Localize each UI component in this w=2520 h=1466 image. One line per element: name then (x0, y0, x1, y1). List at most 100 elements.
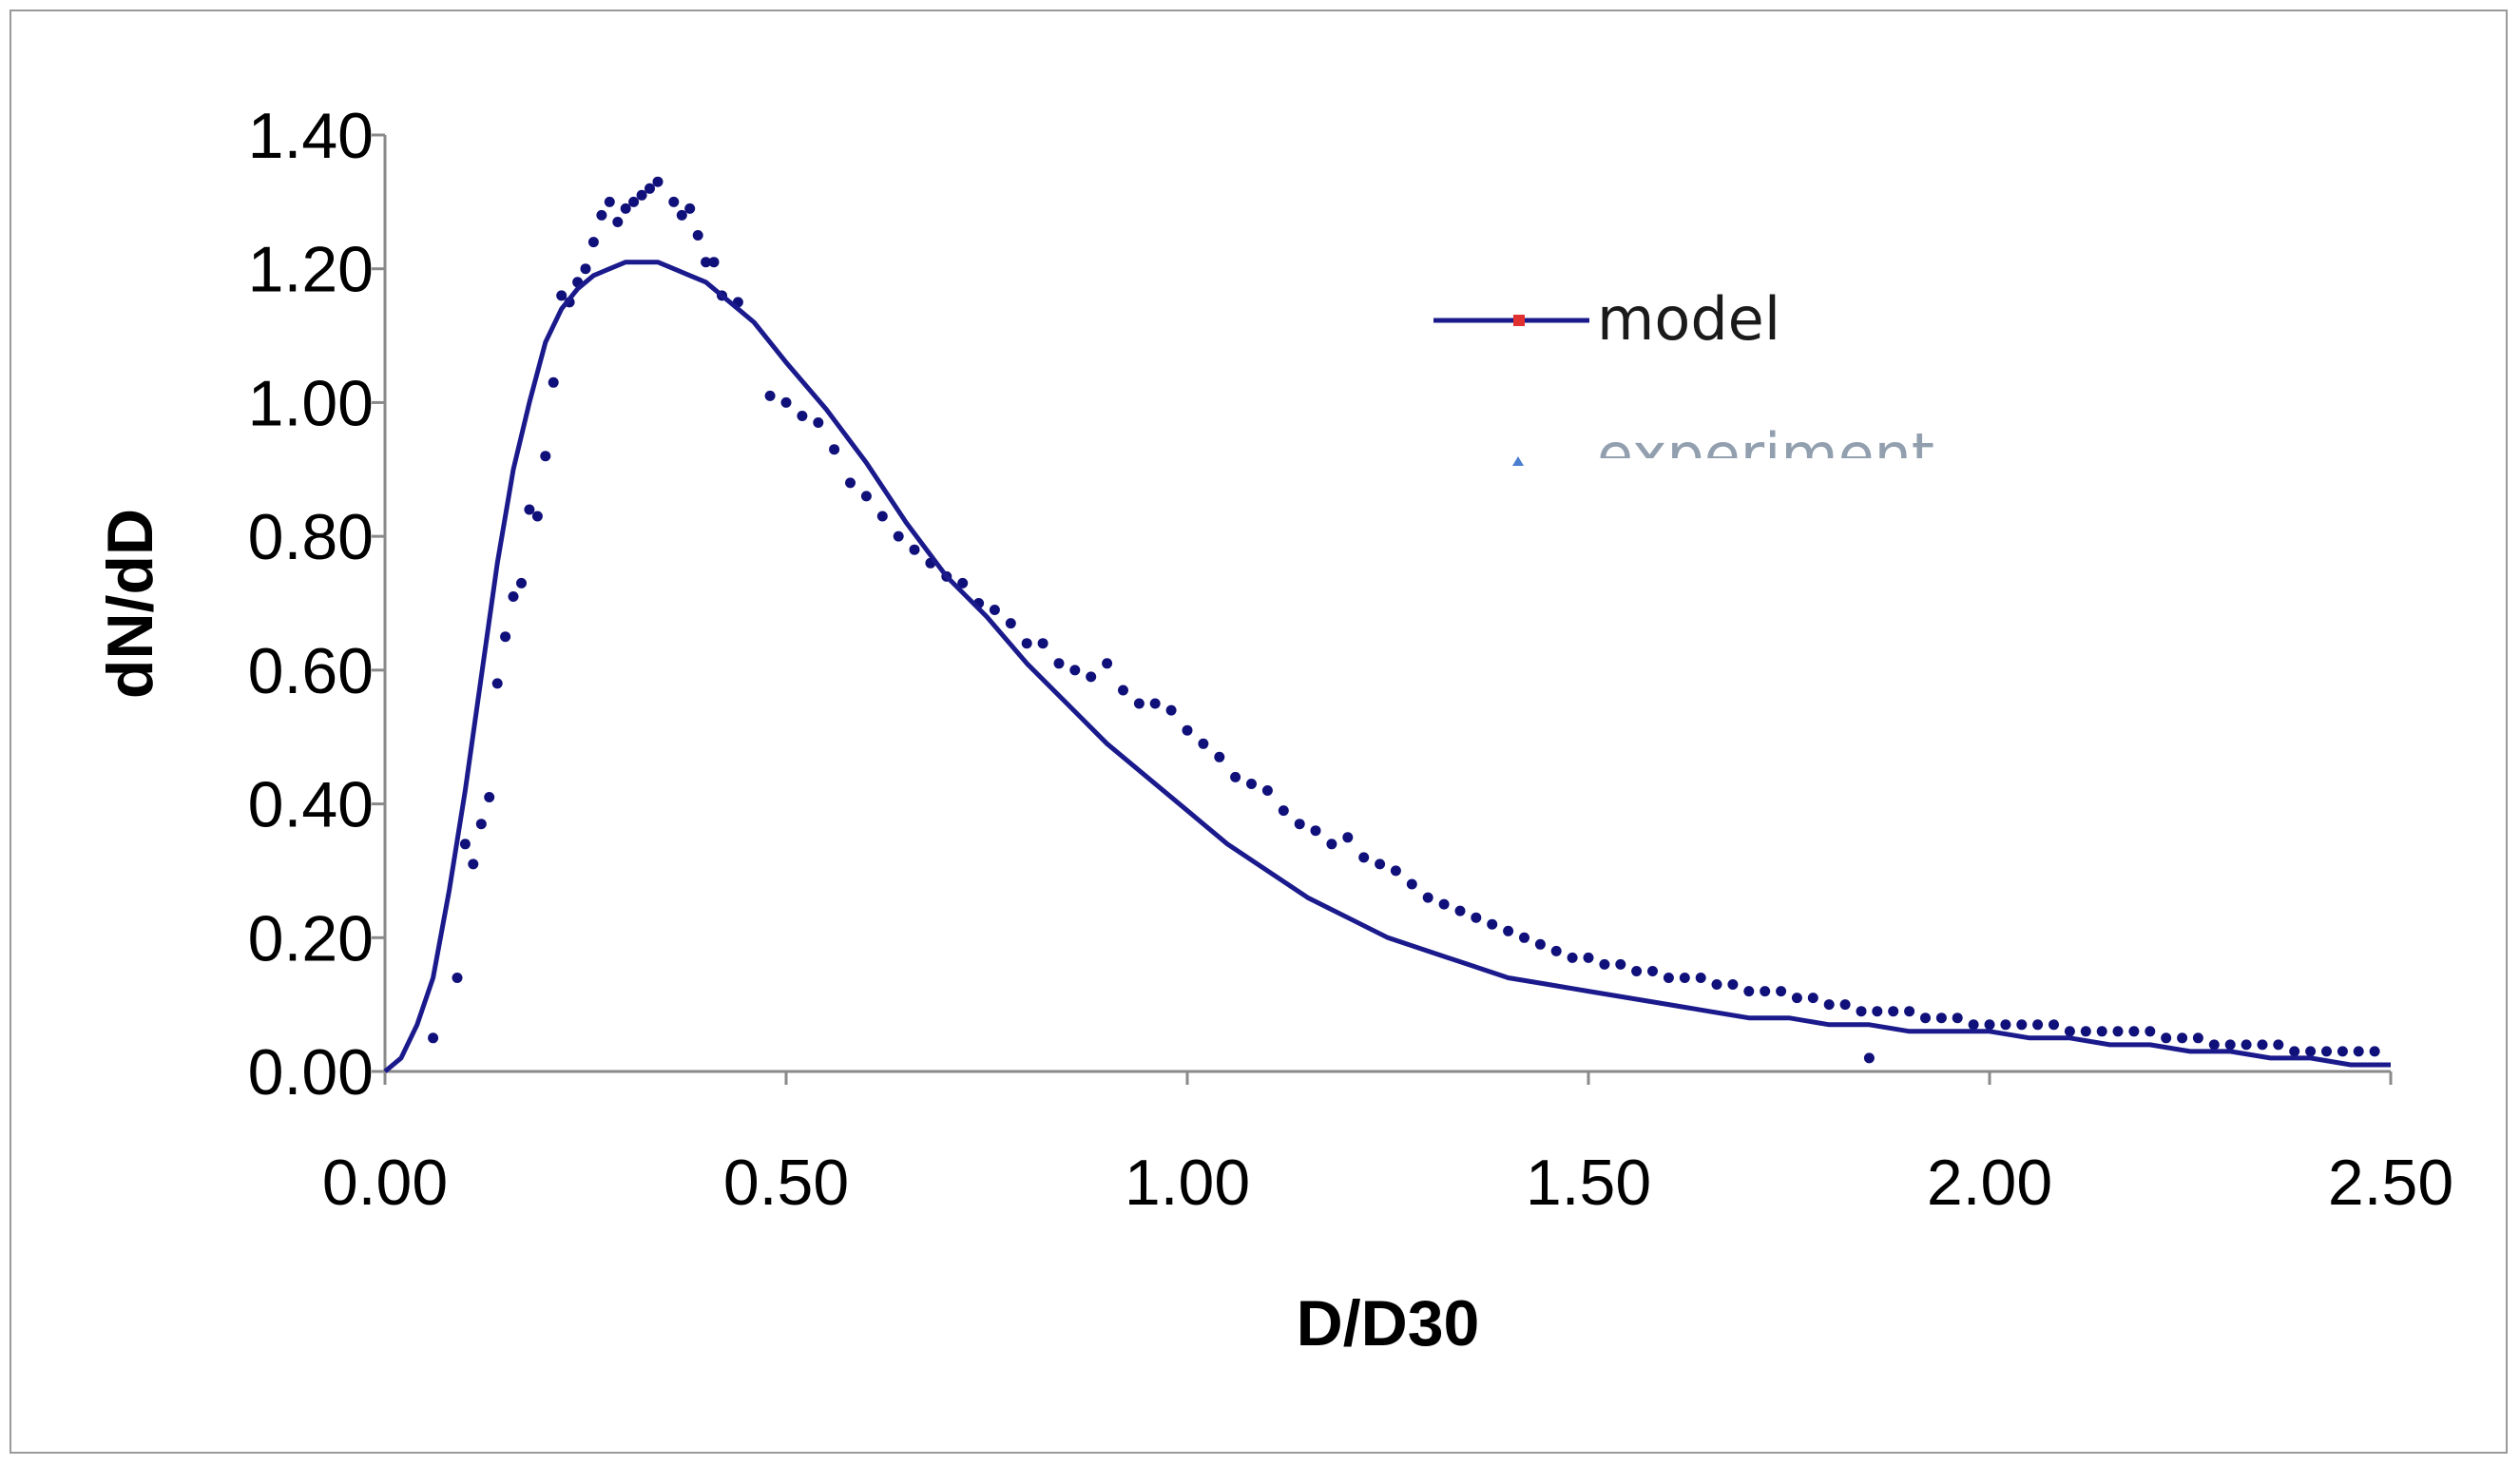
experiment-point (2064, 1026, 2075, 1037)
experiment-point (1695, 973, 1706, 983)
experiment-point (2049, 1019, 2059, 1031)
experiment-point (1005, 618, 1016, 629)
x-axis-title: D/D30 (1297, 1287, 1480, 1360)
y-tick-label: 0.20 (248, 902, 374, 974)
experiment-point (2224, 1039, 2236, 1051)
experiment-point (1863, 1052, 1875, 1064)
experiment-point (628, 196, 640, 207)
experiment-point (701, 257, 712, 268)
experiment-point (1503, 925, 1514, 936)
experiment-point (1534, 938, 1546, 950)
experiment-point (2192, 1032, 2203, 1044)
x-tick-label: 0.00 (322, 1147, 448, 1219)
experiment-point (587, 237, 599, 248)
experiment-point (2096, 1026, 2107, 1037)
experiment-point (1182, 724, 1193, 736)
experiment-point (860, 491, 872, 502)
chart-frame (10, 10, 2508, 1454)
experiment-point (1342, 832, 1354, 843)
experiment-point (1839, 999, 1851, 1011)
experiment-point (540, 451, 551, 462)
experiment-point (1454, 905, 1466, 916)
experiment-point (1663, 973, 1674, 983)
experiment-point (1807, 993, 1818, 1004)
experiment-point (1037, 638, 1048, 649)
x-tick-label: 2.50 (2328, 1147, 2453, 1219)
x-tick-label: 2.00 (1927, 1147, 2052, 1219)
experiment-point (676, 209, 687, 221)
experiment-point (2369, 1046, 2380, 1057)
experiment-point (813, 417, 824, 428)
axes-group (383, 135, 2391, 1073)
experiment-point (1069, 665, 1081, 676)
experiment-point (1118, 685, 1128, 696)
experiment-point (2032, 1019, 2044, 1031)
experiment-point (524, 504, 535, 515)
experiment-point (1711, 979, 1722, 990)
experiment-point (1390, 865, 1401, 877)
experiment-point (1567, 952, 1578, 963)
experiment-point (1358, 852, 1370, 863)
experiment-point (1086, 671, 1097, 683)
experiment-point (1904, 1006, 1915, 1017)
experiment-point (620, 203, 631, 214)
model-series-line (383, 260, 2391, 1073)
y-ticks-group: 0.00 0.20 0.40 0.60 0.80 1.00 1.20 1.40 (248, 100, 385, 1109)
legend: model experiment (1433, 284, 1958, 496)
experiment-point (500, 631, 511, 643)
experiment-point (1631, 966, 1643, 976)
experiment-point (1856, 1006, 1867, 1017)
experiment-point (604, 196, 615, 207)
x-tick-label: 1.00 (1125, 1147, 1250, 1219)
experiment-point (1021, 638, 1032, 649)
experiment-point (1823, 999, 1835, 1011)
experiment-point (1375, 858, 1386, 870)
experiment-point (764, 390, 776, 401)
experiment-point (484, 792, 495, 802)
experiment-point (1583, 952, 1594, 963)
experiment-point (636, 189, 647, 201)
experiment-point (829, 444, 840, 455)
experiment-point (1760, 986, 1771, 997)
legend-model-label: model (1597, 284, 1780, 354)
y-tick-label: 1.40 (248, 100, 374, 172)
experiment-point (516, 577, 527, 588)
experiment-point (428, 1032, 439, 1044)
experiment-point (1471, 912, 1482, 923)
experiment-point (1149, 698, 1161, 709)
x-tick-label: 0.50 (723, 1147, 849, 1219)
experiment-point (2353, 1046, 2364, 1057)
experiment-point (708, 257, 720, 268)
experiment-point (2208, 1039, 2220, 1051)
experiment-point (1920, 1013, 1931, 1024)
experiment-point (1214, 751, 1225, 762)
experiment-point (1230, 771, 1241, 782)
experiment-point (2289, 1046, 2300, 1057)
experiment-point (1053, 658, 1065, 669)
experiment-point (491, 678, 503, 689)
experiment-point (2321, 1046, 2332, 1057)
y-tick-label: 1.20 (248, 234, 374, 306)
experiment-point (1261, 785, 1273, 796)
experiment-point (468, 858, 479, 870)
experiment-point (1198, 738, 1209, 749)
experiment-point (1550, 945, 1562, 956)
y-tick-label: 0.60 (248, 635, 374, 707)
experiment-point (459, 839, 471, 850)
experiment-point (1968, 1019, 1979, 1031)
experiment-point (2273, 1039, 2284, 1051)
experiment-point (780, 396, 792, 408)
experiment-point (957, 577, 969, 588)
experiment-point (1599, 958, 1610, 970)
experiment-point (1743, 986, 1755, 997)
experiment-point (2241, 1039, 2252, 1051)
y-tick-label: 0.40 (248, 769, 374, 841)
experiment-point (2337, 1046, 2348, 1057)
experiment-point (1872, 1006, 1883, 1017)
experiment-point (1133, 698, 1145, 709)
experiment-point (1791, 993, 1802, 1004)
experiment-point (1679, 973, 1690, 983)
experiment-point (1952, 1013, 1963, 1024)
x-ticks-group: 0.00 0.50 1.00 1.50 2.00 2.50 (322, 1071, 2453, 1219)
experiment-point (1776, 986, 1787, 997)
